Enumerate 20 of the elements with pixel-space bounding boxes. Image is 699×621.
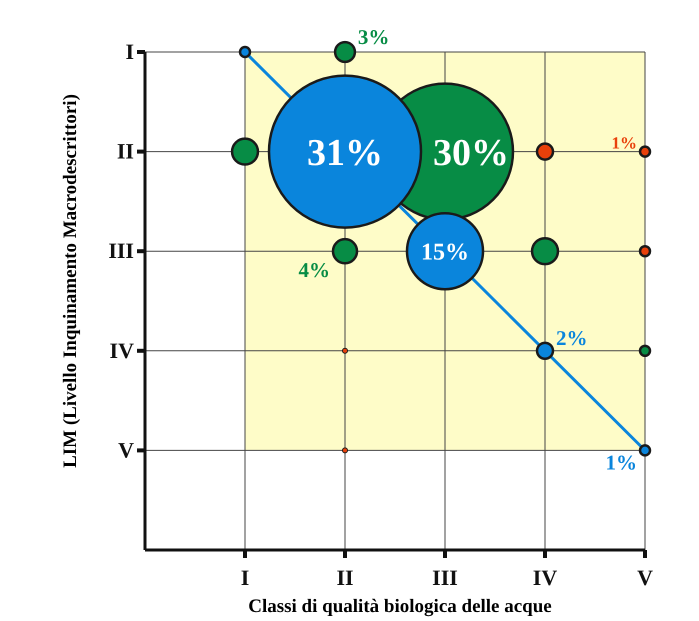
- annotation: 1%: [606, 450, 638, 474]
- x-tick-label: III: [432, 565, 458, 590]
- annotation: 30%: [433, 132, 509, 174]
- annotation: 4%: [298, 258, 330, 282]
- category-label: V: [118, 437, 134, 462]
- x-tick-label: II: [336, 565, 354, 590]
- annotation: 15%: [421, 240, 469, 266]
- annotation: 3%: [358, 25, 390, 50]
- category-label: II: [116, 138, 134, 164]
- x-axis-title: Classi di qualità biologica delle acque: [248, 596, 552, 617]
- category-label: III: [108, 238, 134, 264]
- annotation: 2%: [556, 326, 588, 350]
- x-tick-label: V: [637, 565, 654, 590]
- x-tick-label: I: [240, 565, 250, 590]
- category-label: IV: [110, 338, 134, 363]
- y-axis-title: LIM (Livello Inquinamento Macrodescrittori): [60, 94, 81, 468]
- category-label: I: [125, 39, 134, 64]
- annotation: 1%: [612, 134, 638, 153]
- x-tick-label: IV: [532, 565, 558, 590]
- annotation: 31%: [307, 132, 383, 174]
